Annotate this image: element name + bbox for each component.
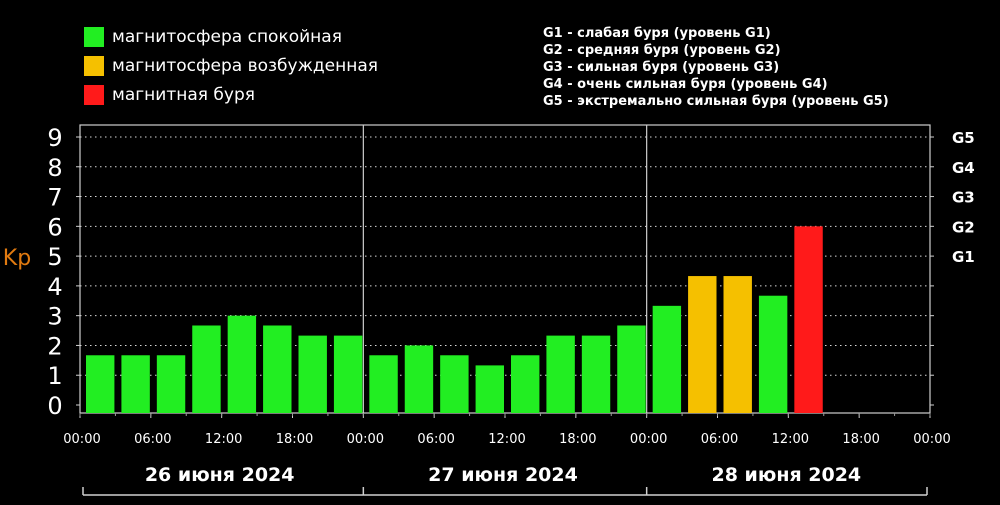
y-axis-label: Kp: [3, 246, 31, 271]
y-tick-label: 4: [47, 273, 62, 301]
storm-level-item: G2 - средняя буря (уровень G2): [543, 43, 781, 58]
storm-level-item: G4 - очень сильная буря (уровень G4): [543, 77, 828, 92]
legend-swatch: [84, 85, 104, 105]
legend-label: магнитная буря: [112, 85, 255, 105]
x-tick-label: 06:00: [134, 432, 171, 447]
kp-bar: [333, 335, 363, 413]
kp-bar: [617, 325, 646, 413]
x-tick-label: 12:00: [772, 432, 809, 447]
legend-item: магнитосфера спокойная: [84, 27, 342, 47]
x-tick-label: 18:00: [559, 432, 596, 447]
x-tick-label: 00:00: [913, 432, 950, 447]
kp-bar: [723, 276, 752, 413]
kp-bar: [227, 315, 257, 413]
kp-bar: [475, 365, 504, 413]
y-tick-label: 6: [47, 213, 62, 241]
x-tick-label: 18:00: [842, 432, 879, 447]
kp-bar: [546, 335, 575, 413]
y-tick-label: 9: [47, 124, 62, 152]
kp-bar: [404, 345, 434, 413]
g-level-label: G2: [952, 218, 975, 236]
kp-bar: [511, 355, 540, 413]
kp-bar: [192, 325, 221, 413]
kp-bar: [263, 325, 292, 413]
y-tick-label: 2: [47, 332, 62, 360]
kp-bar: [86, 355, 115, 413]
y-tick-label: 3: [47, 303, 62, 331]
y-tick-label: 8: [47, 154, 62, 182]
kp-bar: [688, 276, 717, 413]
legend-item: магнитосфера возбужденная: [84, 56, 378, 76]
kp-bar: [758, 295, 788, 413]
legend-swatch: [84, 27, 104, 47]
day-label: 28 июня 2024: [711, 464, 861, 486]
kp-bar: [581, 335, 611, 413]
x-tick-label: 06:00: [417, 432, 454, 447]
x-tick-label: 00:00: [63, 432, 100, 447]
kp-bar: [652, 305, 682, 413]
x-tick-label: 06:00: [701, 432, 738, 447]
kp-bar: [794, 226, 823, 413]
y-tick-label: 0: [47, 392, 62, 420]
legend-swatch: [84, 56, 104, 76]
y-tick-label: 7: [47, 184, 62, 212]
kp-bar: [121, 355, 150, 413]
legend-label: магнитосфера спокойная: [112, 27, 342, 47]
kp-bar: [298, 335, 327, 413]
kp-bar: [369, 355, 398, 413]
g-level-label: G3: [952, 189, 975, 207]
storm-level-item: G5 - экстремально сильная буря (уровень …: [543, 94, 889, 109]
x-tick-label: 12:00: [488, 432, 525, 447]
kp-bar: [440, 355, 469, 413]
g-level-label: G1: [952, 248, 975, 266]
legend-item: магнитная буря: [84, 85, 255, 105]
x-tick-label: 18:00: [276, 432, 313, 447]
day-label: 27 июня 2024: [428, 464, 578, 486]
y-tick-label: 1: [47, 362, 62, 390]
g-level-label: G4: [952, 159, 975, 177]
x-tick-label: 12:00: [205, 432, 242, 447]
kp-bar: [156, 355, 186, 413]
legend-label: магнитосфера возбужденная: [112, 56, 378, 76]
day-label: 26 июня 2024: [145, 464, 295, 486]
g-level-label: G5: [952, 129, 975, 147]
x-tick-label: 00:00: [347, 432, 384, 447]
storm-level-item: G1 - слабая буря (уровень G1): [543, 26, 771, 41]
y-tick-label: 5: [47, 243, 62, 271]
x-tick-label: 00:00: [630, 432, 667, 447]
storm-level-item: G3 - сильная буря (уровень G3): [543, 60, 780, 75]
